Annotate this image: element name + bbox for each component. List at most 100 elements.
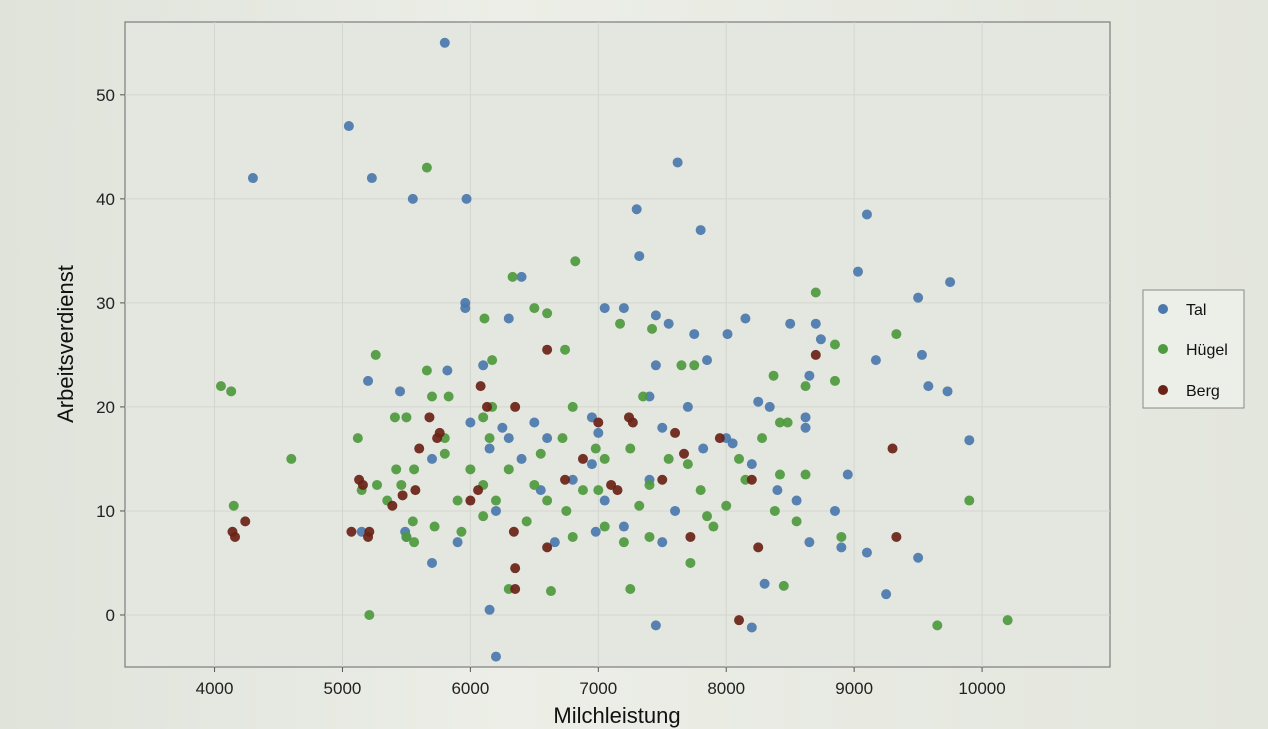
data-point-huegel (443, 391, 454, 402)
data-point-huegel (561, 505, 572, 516)
data-point-huegel (791, 516, 802, 527)
data-point-tal (567, 474, 578, 485)
y-axis-ticks: 0 10 20 30 40 50 (96, 86, 125, 625)
data-point-tal (764, 401, 775, 412)
data-point-huegel (964, 495, 975, 506)
data-point-huegel (625, 583, 636, 594)
data-point-tal (503, 313, 514, 324)
data-point-tal (672, 157, 683, 168)
data-point-huegel (932, 620, 943, 631)
data-point-berg (542, 542, 553, 553)
data-point-tal (442, 365, 453, 376)
data-point-huegel (829, 375, 840, 386)
data-point-huegel (1002, 615, 1013, 626)
data-point-huegel (757, 433, 768, 444)
y-tick-label: 20 (96, 398, 115, 417)
data-point-tal (722, 329, 733, 340)
data-point-huegel (542, 308, 553, 319)
data-point-huegel (644, 479, 655, 490)
data-point-huegel (490, 495, 501, 506)
data-point-huegel (615, 318, 626, 329)
data-point-huegel (778, 580, 789, 591)
data-point-tal (945, 277, 956, 288)
data-point-huegel (521, 516, 532, 527)
x-tick-label: 6000 (451, 679, 489, 698)
data-point-huegel (625, 443, 636, 454)
data-point-berg (473, 485, 484, 496)
data-point-huegel (503, 464, 514, 475)
data-point-tal (657, 537, 668, 548)
data-point-berg (810, 349, 821, 360)
legend-label-tal: Tal (1186, 302, 1206, 319)
data-point-tal (529, 417, 540, 428)
data-point-tal (861, 209, 872, 220)
data-point-tal (689, 329, 700, 340)
data-point-tal (465, 417, 476, 428)
data-point-berg (346, 526, 357, 537)
data-point-tal (815, 334, 826, 345)
data-point-huegel (452, 495, 463, 506)
data-point-berg (240, 516, 251, 527)
data-point-tal (586, 459, 597, 470)
data-point-berg (510, 583, 521, 594)
data-point-tal (913, 552, 924, 563)
plot-panel (124, 21, 1111, 668)
data-point-berg (685, 531, 696, 542)
data-point-berg (397, 490, 408, 501)
y-tick-label: 50 (96, 86, 115, 105)
data-point-huegel (401, 412, 412, 423)
data-point-huegel (529, 303, 540, 314)
data-point-tal (650, 310, 661, 321)
data-point-tal (791, 495, 802, 506)
data-point-huegel (782, 417, 793, 428)
data-point-tal (785, 318, 796, 329)
x-tick-label: 4000 (196, 679, 234, 698)
data-point-huegel (695, 485, 706, 496)
y-tick-label: 0 (106, 606, 115, 625)
legend: Tal Hügel Berg (1142, 289, 1245, 409)
y-tick-label: 30 (96, 294, 115, 313)
data-point-huegel (370, 349, 381, 360)
data-point-berg (508, 526, 519, 537)
data-point-huegel (226, 386, 237, 397)
data-point-huegel (599, 453, 610, 464)
data-point-huegel (535, 448, 546, 459)
data-point-tal (842, 469, 853, 480)
data-point-berg (593, 417, 604, 428)
data-point-tal (650, 360, 661, 371)
data-point-tal (631, 204, 642, 215)
x-tick-label: 8000 (707, 679, 745, 698)
data-point-tal (810, 318, 821, 329)
data-point-berg (510, 563, 521, 574)
data-point-berg (510, 401, 521, 412)
data-point-huegel (800, 381, 811, 392)
data-point-tal (852, 266, 863, 277)
data-point-huegel (286, 453, 297, 464)
data-point-tal (427, 453, 438, 464)
data-point-huegel (427, 391, 438, 402)
data-point-berg (414, 443, 425, 454)
data-point-huegel (484, 433, 495, 444)
data-point-tal (549, 537, 560, 548)
data-point-huegel (567, 531, 578, 542)
data-point-huegel (774, 469, 785, 480)
x-axis-title: Milchleistung (553, 703, 680, 728)
data-point-tal (916, 349, 927, 360)
data-point-huegel (507, 271, 518, 282)
data-point-tal (682, 401, 693, 412)
data-point-tal (657, 422, 668, 433)
data-point-huegel (685, 557, 696, 568)
data-point-tal (407, 193, 418, 204)
data-point-tal (363, 375, 374, 386)
data-point-huegel (734, 453, 745, 464)
data-point-huegel (478, 511, 489, 522)
data-point-tal (727, 438, 738, 449)
data-point-huegel (228, 500, 239, 511)
data-point-huegel (542, 495, 553, 506)
data-point-berg (465, 495, 476, 506)
data-point-huegel (590, 443, 601, 454)
data-point-huegel (708, 521, 719, 532)
data-point-huegel (409, 537, 420, 548)
data-point-tal (439, 37, 450, 48)
data-point-tal (800, 412, 811, 423)
